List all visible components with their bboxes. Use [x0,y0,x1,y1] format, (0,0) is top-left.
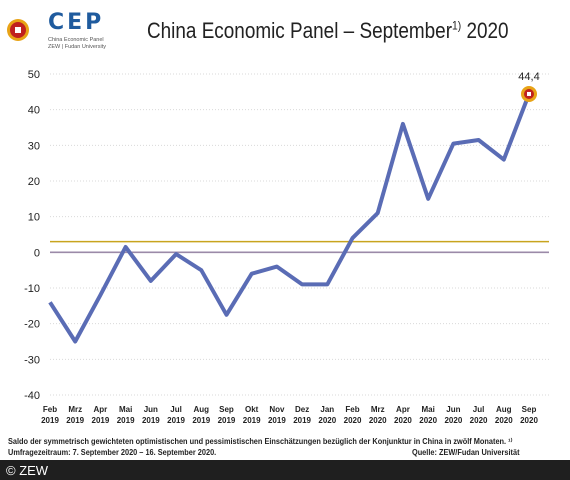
x-tick-year: 2019 [167,416,185,425]
data-point [149,279,153,283]
x-tick-year: 2019 [66,416,84,425]
x-tick-month: Sep [522,405,537,414]
x-tick-month: Sep [219,405,234,414]
x-tick-month: Feb [43,405,57,414]
x-tick-month: Jun [144,405,158,414]
x-tick-year: 2020 [419,416,437,425]
data-point [174,252,178,256]
x-tick-month: Nov [269,405,285,414]
data-point [300,282,304,286]
x-tick-month: Mrz [371,405,385,414]
y-tick-label: 10 [28,212,40,224]
x-tick-year: 2019 [192,416,210,425]
line-chart: -40 -30 -20 -10 0 10 20 30 40 50 Feb 2019 Mrz 2019 Apr… [24,69,549,425]
last-value-marker-center [527,91,531,96]
series-line [48,93,531,344]
x-tick-year: 2020 [470,416,488,425]
x-tick-month: Jul [473,405,485,414]
data-point [502,158,506,162]
x-tick-year: 2020 [495,416,513,425]
y-tick-label: -30 [24,354,40,366]
x-tick-year: 2019 [268,416,286,425]
data-point [124,245,128,249]
data-point [477,138,481,142]
x-tick-year: 2020 [344,416,362,425]
y-tick-label: -20 [24,319,40,331]
data-point [224,313,228,317]
cep-seal-icon [7,19,29,41]
y-tick-label: 50 [28,69,40,81]
x-tick-month: Apr [94,405,108,414]
x-tick-month: Mai [421,405,434,414]
data-point [426,197,430,201]
footnote: Saldo der symmetrisch gewichteten optimi… [8,436,520,458]
x-tick-year: 2019 [218,416,236,425]
y-tick-label: 20 [28,176,40,188]
y-tick-label: 40 [28,105,40,117]
x-tick-year: 2020 [394,416,412,425]
data-point [451,142,455,146]
x-tick-month: Mrz [68,405,82,414]
logo-subtitle-2: ZEW | Fudan University [48,44,106,50]
footer-bar: © ZEW [0,460,570,480]
x-tick-year: 2020 [318,416,336,425]
logo-subtitle: China Economic Panel [48,37,104,43]
x-tick-month: Mai [119,405,132,414]
data-point [325,282,329,286]
data-point [98,293,102,297]
source-label: Quelle: ZEW/Fudan Universität [411,448,520,457]
data-point [401,122,405,126]
title-main: China Economic Panel – September [147,18,453,43]
title-year: 2020 [461,18,509,43]
x-tick-year: 2019 [117,416,135,425]
x-tick-month: Jan [320,405,334,414]
x-tick-month: Jun [446,405,460,414]
x-tick-year: 2020 [444,416,462,425]
x-tick-year: 2020 [520,416,538,425]
x-tick-year: 2019 [92,416,110,425]
footnote-text: Saldo der symmetrisch gewichteten optimi… [8,437,513,457]
data-point [376,211,380,215]
last-value-label: 44,4 [518,71,539,83]
data-point [250,272,254,276]
x-tick-month: Feb [345,405,359,414]
x-tick-month: Okt [245,405,259,414]
x-tick-month: Dez [295,405,309,414]
data-point [351,236,355,240]
y-tick-label: -40 [24,390,40,402]
cep-logo: CEP China Economic Panel ZEW | Fudan Uni… [4,8,124,52]
x-tick-year: 2019 [142,416,160,425]
x-tick-month: Aug [496,405,512,414]
y-tick-label: -10 [24,283,40,295]
y-tick-label: 0 [34,247,40,259]
data-point [73,340,77,344]
x-tick-year: 2019 [41,416,59,425]
copyright-label: © ZEW [6,463,49,478]
x-tick-year: 2020 [369,416,387,425]
data-point [48,300,52,304]
x-tick-month: Apr [396,405,410,414]
title-footnote-mark: 1) [452,18,462,33]
x-tick-month: Aug [193,405,209,414]
y-tick-label: 30 [28,140,40,152]
data-point [275,265,279,269]
x-tick-month: Jul [170,405,182,414]
chart-title: China Economic Panel – September1) 2020 [147,18,509,44]
x-tick-year: 2019 [293,416,311,425]
logo-wordmark: CEP [48,10,105,35]
data-point [199,268,203,272]
x-tick-year: 2019 [243,416,261,425]
